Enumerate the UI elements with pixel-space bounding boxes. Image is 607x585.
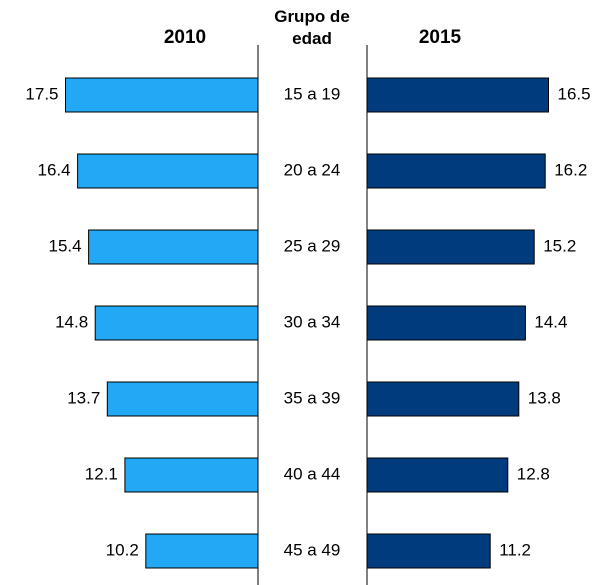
value-label: 16.4 bbox=[38, 160, 71, 179]
bar bbox=[366, 153, 546, 189]
bar bbox=[366, 381, 520, 417]
value-label: 13.8 bbox=[528, 388, 561, 407]
value-label: 15.2 bbox=[543, 236, 576, 255]
value-label: 16.5 bbox=[558, 84, 591, 103]
bar bbox=[88, 229, 259, 265]
value-label: 11.2 bbox=[499, 540, 531, 559]
bar bbox=[65, 77, 259, 113]
bar bbox=[94, 305, 259, 341]
category-label: 45 a 49 bbox=[284, 540, 341, 559]
bar bbox=[366, 533, 491, 569]
value-label: 12.8 bbox=[517, 464, 550, 483]
value-label: 15.4 bbox=[49, 236, 82, 255]
category-label: 20 a 24 bbox=[284, 160, 341, 179]
category-label: 25 a 29 bbox=[284, 236, 341, 255]
series-header: 2010 bbox=[164, 27, 206, 48]
value-label: 16.2 bbox=[554, 160, 587, 179]
value-label: 13.7 bbox=[67, 388, 100, 407]
category-label: 40 a 44 bbox=[284, 464, 341, 483]
category-label: 30 a 34 bbox=[284, 312, 341, 331]
bar bbox=[145, 533, 259, 569]
bar bbox=[124, 457, 259, 493]
bar bbox=[366, 305, 526, 341]
value-label: 10.2 bbox=[106, 540, 139, 559]
value-label: 14.8 bbox=[55, 312, 88, 331]
value-label: 14.4 bbox=[534, 312, 567, 331]
bar bbox=[77, 153, 259, 189]
bar bbox=[366, 229, 535, 265]
category-label: 35 a 39 bbox=[284, 388, 341, 407]
category-label: 15 a 19 bbox=[284, 84, 341, 103]
bar bbox=[366, 77, 549, 113]
series-header: 2015 bbox=[419, 27, 462, 48]
bar bbox=[366, 457, 509, 493]
value-label: 17.5 bbox=[25, 84, 58, 103]
bar bbox=[106, 381, 259, 417]
category-axis-label: Grupo de edad bbox=[274, 7, 350, 48]
value-label: 12.1 bbox=[85, 464, 118, 483]
